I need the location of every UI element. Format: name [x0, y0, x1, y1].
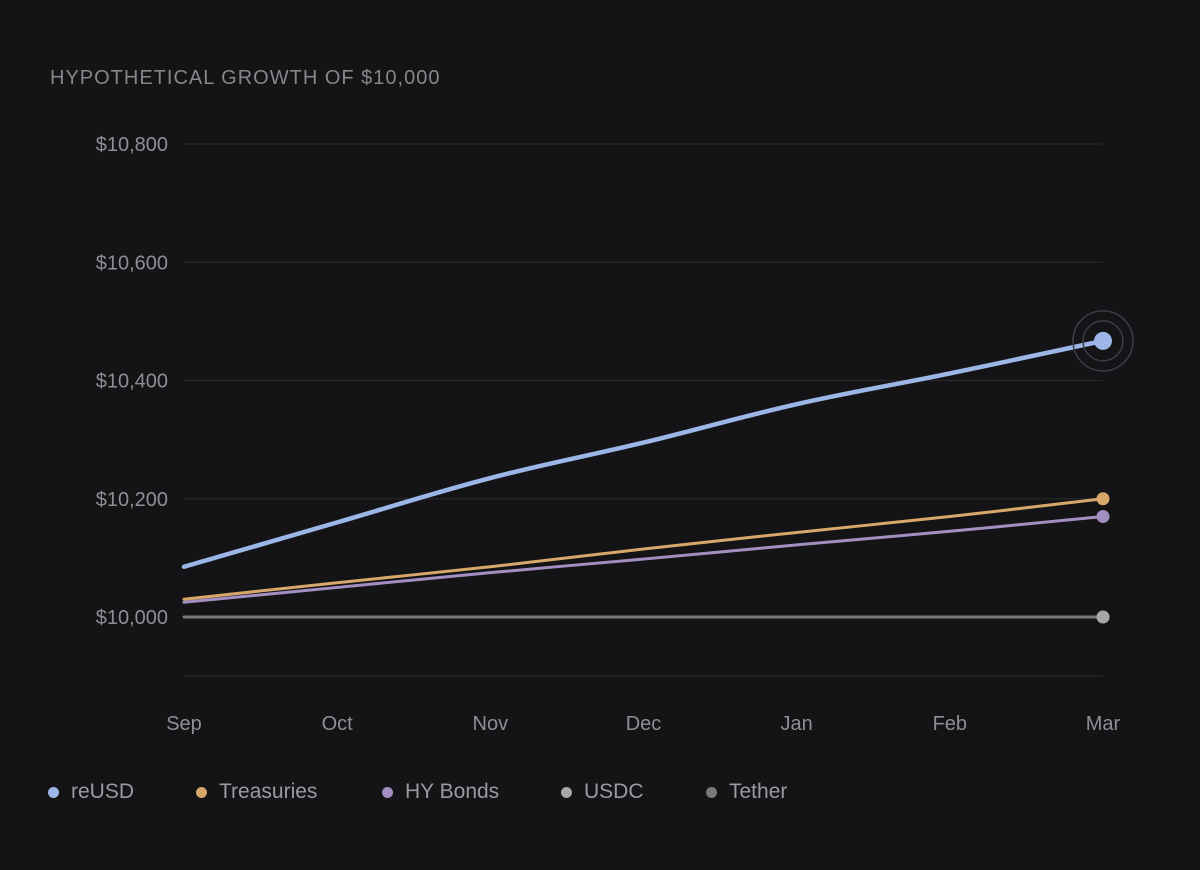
legend-dot-tether — [706, 786, 717, 798]
endpoint-marker-usdc[interactable] — [1096, 610, 1110, 624]
gridlines — [184, 143, 1103, 677]
endpoint-marker-treasuries[interactable] — [1096, 492, 1110, 506]
series-line-treasuries — [182, 497, 1105, 601]
endpoint-halo-inner — [1082, 320, 1124, 362]
x-tick-label: Dec — [626, 713, 662, 735]
legend-dot-treasuries — [196, 786, 207, 798]
series-line-reusd — [181, 338, 1106, 569]
endpoint-marker-reusd[interactable] — [1094, 331, 1112, 350]
legend-item-hy-bonds[interactable]: HY Bonds — [382, 780, 561, 804]
series-hy-bonds — [182, 509, 1110, 604]
series-treasuries — [182, 492, 1110, 601]
y-tick-label: $10,800 — [96, 134, 168, 156]
series-usdc — [1096, 610, 1110, 624]
x-tick-label: Feb — [933, 713, 967, 735]
legend-dot-hy-bonds — [382, 786, 393, 798]
x-tick-label: Sep — [166, 713, 202, 735]
chart-title: HYPOTHETICAL GROWTH OF $10,000 — [50, 67, 441, 89]
y-tick-label: $10,000 — [96, 607, 168, 629]
legend-label-usdc: USDC — [584, 780, 644, 803]
endpoint-halo-outer — [1072, 310, 1134, 372]
legend-label-treasuries: Treasuries — [219, 780, 318, 803]
series-reusd — [181, 310, 1134, 569]
series-tether — [182, 610, 1110, 624]
x-tick-label: Nov — [473, 713, 509, 735]
legend-item-usdc[interactable]: USDC — [561, 780, 706, 804]
legend-item-treasuries[interactable]: Treasuries — [196, 780, 382, 804]
endpoint-marker-hy-bonds[interactable] — [1096, 509, 1110, 523]
y-tick-label: $10,600 — [96, 252, 168, 274]
y-tick-label: $10,200 — [96, 489, 168, 511]
y-tick-label: $10,400 — [96, 371, 168, 393]
legend-dot-usdc — [561, 786, 572, 798]
legend-item-tether[interactable]: Tether — [706, 780, 826, 804]
legend-dot-reusd — [48, 786, 59, 798]
legend-label-tether: Tether — [729, 780, 788, 803]
series-line-hy-bonds — [182, 514, 1105, 604]
x-tick-label: Mar — [1086, 713, 1121, 735]
legend-item-reusd[interactable]: reUSD — [48, 780, 196, 804]
legend-label-hy-bonds: HY Bonds — [405, 780, 500, 803]
x-tick-label: Jan — [781, 713, 813, 735]
legend-label-reusd: reUSD — [71, 780, 135, 803]
legend: reUSD Treasuries HY Bonds USDC Tether — [48, 778, 826, 806]
x-tick-label: Oct — [322, 713, 354, 735]
